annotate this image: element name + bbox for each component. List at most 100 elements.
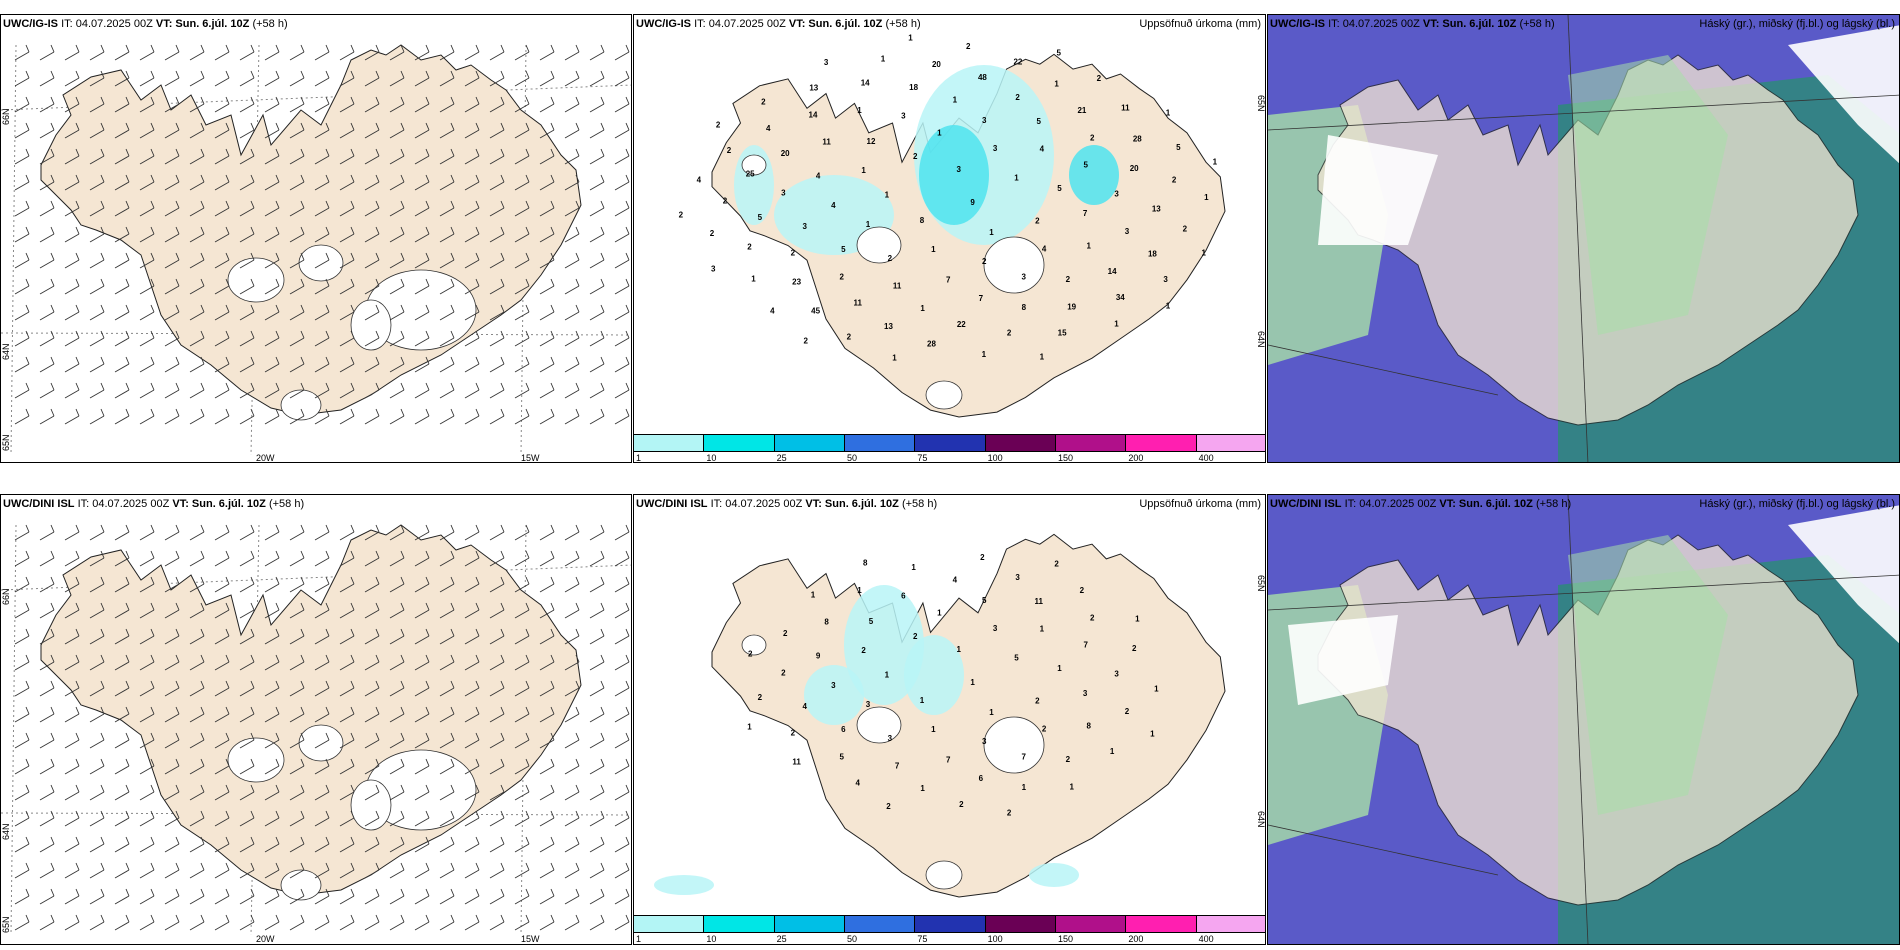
- wind-barb: [239, 408, 255, 425]
- wind-barb: [464, 200, 480, 217]
- wind-barb: [239, 550, 255, 567]
- wind-barb: [439, 70, 455, 87]
- precip-value: 1: [953, 95, 958, 104]
- wind-barb: [189, 810, 205, 827]
- wind-barb: [264, 836, 280, 853]
- precip-value: 1: [1150, 730, 1155, 739]
- precip-area: [654, 875, 714, 895]
- wind-barb: [239, 174, 255, 191]
- wind-barb: [189, 654, 205, 671]
- wind-barb: [564, 550, 580, 567]
- wind-barb: [214, 226, 230, 243]
- wind-barb: [14, 888, 30, 905]
- wind-barb: [364, 304, 380, 321]
- wind-barb: [439, 602, 455, 619]
- wind-barb: [289, 174, 305, 191]
- wind-barb: [489, 732, 505, 749]
- glacier: [298, 724, 344, 762]
- precip-value: 15: [1058, 329, 1067, 338]
- wind-barb: [364, 732, 380, 749]
- precip-value: 2: [758, 693, 763, 702]
- wind-barb: [489, 304, 505, 321]
- wind-barb: [64, 602, 80, 619]
- glacier: [350, 299, 392, 351]
- wind-barb: [539, 330, 555, 347]
- wind-barb: [439, 706, 455, 723]
- lon-label: 20W: [256, 453, 275, 463]
- wind-barb: [64, 148, 80, 165]
- wind-barb: [339, 524, 355, 541]
- wind-barb: [264, 148, 280, 165]
- wind-barb: [89, 70, 105, 87]
- wind-barb: [239, 810, 255, 827]
- precip-value: 1: [1014, 174, 1019, 183]
- colorbar-segment: [634, 916, 705, 932]
- glacier: [350, 779, 392, 831]
- wind-barb-map: [1, 524, 631, 936]
- wind-barb: [314, 576, 330, 593]
- wind-barb: [189, 758, 205, 775]
- wind-barb: [164, 888, 180, 905]
- wind-barb: [589, 914, 605, 931]
- precip-value: 2: [1054, 560, 1059, 569]
- wind-barb: [464, 628, 480, 645]
- wind-barb: [314, 382, 330, 399]
- wind-barb: [414, 122, 430, 139]
- wind-barb: [414, 330, 430, 347]
- wind-barb: [239, 200, 255, 217]
- wind-barb: [14, 278, 30, 295]
- glacier: [983, 236, 1045, 294]
- precip-value: 2: [847, 332, 852, 341]
- wind-barb: [564, 200, 580, 217]
- wind-barb: [289, 524, 305, 541]
- wind-barb: [539, 304, 555, 321]
- precip-value: 14: [1108, 267, 1117, 276]
- wind-barb: [39, 148, 55, 165]
- precip-value: 11: [1121, 104, 1130, 113]
- wind-barb: [314, 252, 330, 269]
- wind-barb: [289, 576, 305, 593]
- wind-barb: [589, 226, 605, 243]
- wind-barb: [289, 330, 305, 347]
- wind-barb: [439, 304, 455, 321]
- wind-barb: [164, 732, 180, 749]
- wind-barb: [614, 732, 630, 749]
- wind-barb: [514, 70, 530, 87]
- wind-barb: [89, 888, 105, 905]
- wind-barb: [214, 382, 230, 399]
- wind-barb: [539, 810, 555, 827]
- wind-barb: [389, 96, 405, 113]
- wind-barb: [614, 174, 630, 191]
- wind-barb: [89, 628, 105, 645]
- wind-barb: [614, 602, 630, 619]
- wind-barb: [89, 44, 105, 61]
- wind-barb: [314, 174, 330, 191]
- field-title: Háský (gr.), miðský (fj.bl.) og lágský (…: [1699, 498, 1895, 510]
- wind-barb: [514, 200, 530, 217]
- wind-barb: [614, 278, 630, 295]
- wind-barb: [514, 758, 530, 775]
- precip-value: 13: [1152, 204, 1161, 213]
- wind-barb: [214, 148, 230, 165]
- wind-barb: [264, 602, 280, 619]
- wind-barb: [39, 862, 55, 879]
- wind-barb: [64, 706, 80, 723]
- precip-value: 2: [781, 668, 786, 677]
- wind-barb: [589, 356, 605, 373]
- wind-barb: [289, 654, 305, 671]
- wind-barb: [539, 576, 555, 593]
- wind-barb: [464, 758, 480, 775]
- wind-barb: [439, 524, 455, 541]
- glacier: [741, 634, 767, 656]
- wind-barb: [139, 408, 155, 425]
- wind-barb: [14, 252, 30, 269]
- wind-barb: [489, 888, 505, 905]
- wind-barb: [89, 706, 105, 723]
- wind-barb: [364, 148, 380, 165]
- panel-title: UWC/DINI ISL IT: 04.07.2025 00Z VT: Sun.…: [636, 498, 938, 510]
- wind-barb: [464, 278, 480, 295]
- wind-barb: [314, 706, 330, 723]
- wind-barb: [414, 888, 430, 905]
- wind-barb: [539, 914, 555, 931]
- wind-barb: [464, 680, 480, 697]
